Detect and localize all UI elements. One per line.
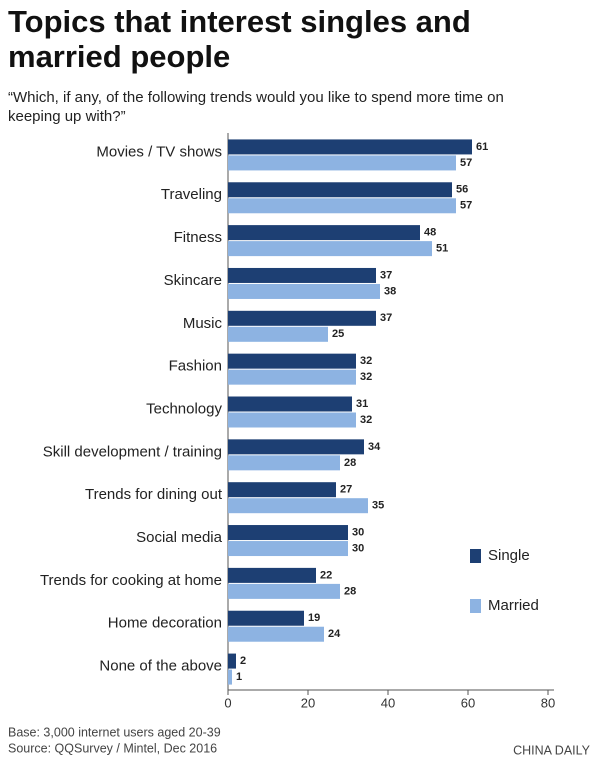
bar (228, 326, 328, 342)
category-label: Fashion (169, 358, 222, 375)
value-label: 30 (352, 542, 364, 554)
x-tick-label: 0 (224, 695, 231, 710)
bar (228, 139, 472, 155)
bar (228, 669, 232, 685)
legend-swatch (470, 599, 481, 613)
value-label: 32 (360, 355, 372, 367)
bar (228, 482, 336, 498)
value-label: 2 (240, 655, 246, 667)
bar (228, 583, 340, 599)
category-label: Fitness (174, 229, 222, 246)
value-label: 57 (460, 157, 472, 169)
category-label: Social media (136, 529, 223, 546)
category-label: Traveling (161, 186, 222, 203)
chart-title: Topics that interest singles and married… (8, 4, 471, 74)
value-label: 31 (356, 398, 368, 410)
value-label: 51 (436, 243, 448, 255)
legend-swatch (470, 549, 481, 563)
value-label: 32 (360, 371, 372, 383)
note: Source: QQSurvey / Mintel, Dec 2016 (8, 741, 217, 755)
value-label: 27 (340, 484, 352, 496)
bar (228, 182, 452, 198)
category-label: Skill development / training (43, 443, 222, 460)
bar (228, 198, 456, 214)
value-label: 32 (360, 414, 372, 426)
bar (228, 626, 324, 642)
bar (228, 610, 304, 626)
category-label: Trends for dining out (85, 486, 223, 503)
value-label: 38 (384, 285, 396, 297)
value-label: 28 (344, 585, 356, 597)
value-label: 35 (372, 500, 384, 512)
value-label: 37 (380, 312, 392, 324)
x-tick-label: 20 (301, 695, 315, 710)
category-label: Technology (146, 400, 222, 417)
bar (228, 525, 348, 541)
value-label: 25 (332, 328, 344, 340)
value-label: 34 (368, 441, 381, 453)
bar (228, 225, 420, 241)
category-label: Home decoration (108, 615, 222, 632)
value-label: 1 (236, 671, 242, 683)
bar (228, 369, 356, 385)
value-label: 22 (320, 569, 332, 581)
category-label: None of the above (99, 658, 222, 675)
value-label: 48 (424, 227, 436, 239)
value-label: 24 (328, 628, 341, 640)
bar (228, 283, 380, 299)
value-label: 57 (460, 200, 472, 212)
category-label: Skincare (164, 272, 222, 289)
bar (228, 241, 432, 257)
category-label: Music (183, 315, 223, 332)
bar (228, 267, 376, 283)
chart-subtitle: “Which, if any, of the following trends … (8, 89, 504, 125)
bar (228, 310, 376, 326)
value-label: 30 (352, 526, 364, 538)
x-tick-label: 80 (541, 695, 555, 710)
credit: CHINA DAILY (513, 743, 591, 757)
category-label: Trends for cooking at home (40, 572, 222, 589)
legend-label: Married (488, 597, 539, 614)
value-label: 37 (380, 269, 392, 281)
value-label: 56 (456, 184, 468, 196)
bar (228, 439, 364, 455)
bar (228, 567, 316, 583)
category-label: Movies / TV shows (96, 143, 222, 160)
value-label: 61 (476, 141, 488, 153)
bar (228, 541, 348, 557)
legend-label: Single (488, 547, 530, 564)
bar (228, 455, 340, 471)
value-label: 19 (308, 612, 320, 624)
value-label: 28 (344, 457, 356, 469)
bar (228, 353, 356, 369)
bar (228, 653, 236, 669)
bar (228, 155, 456, 171)
bar (228, 412, 356, 428)
bar (228, 498, 368, 514)
x-tick-label: 60 (461, 695, 475, 710)
note: Base: 3,000 internet users aged 20-39 (8, 725, 221, 739)
bar (228, 396, 352, 412)
x-tick-label: 40 (381, 695, 395, 710)
